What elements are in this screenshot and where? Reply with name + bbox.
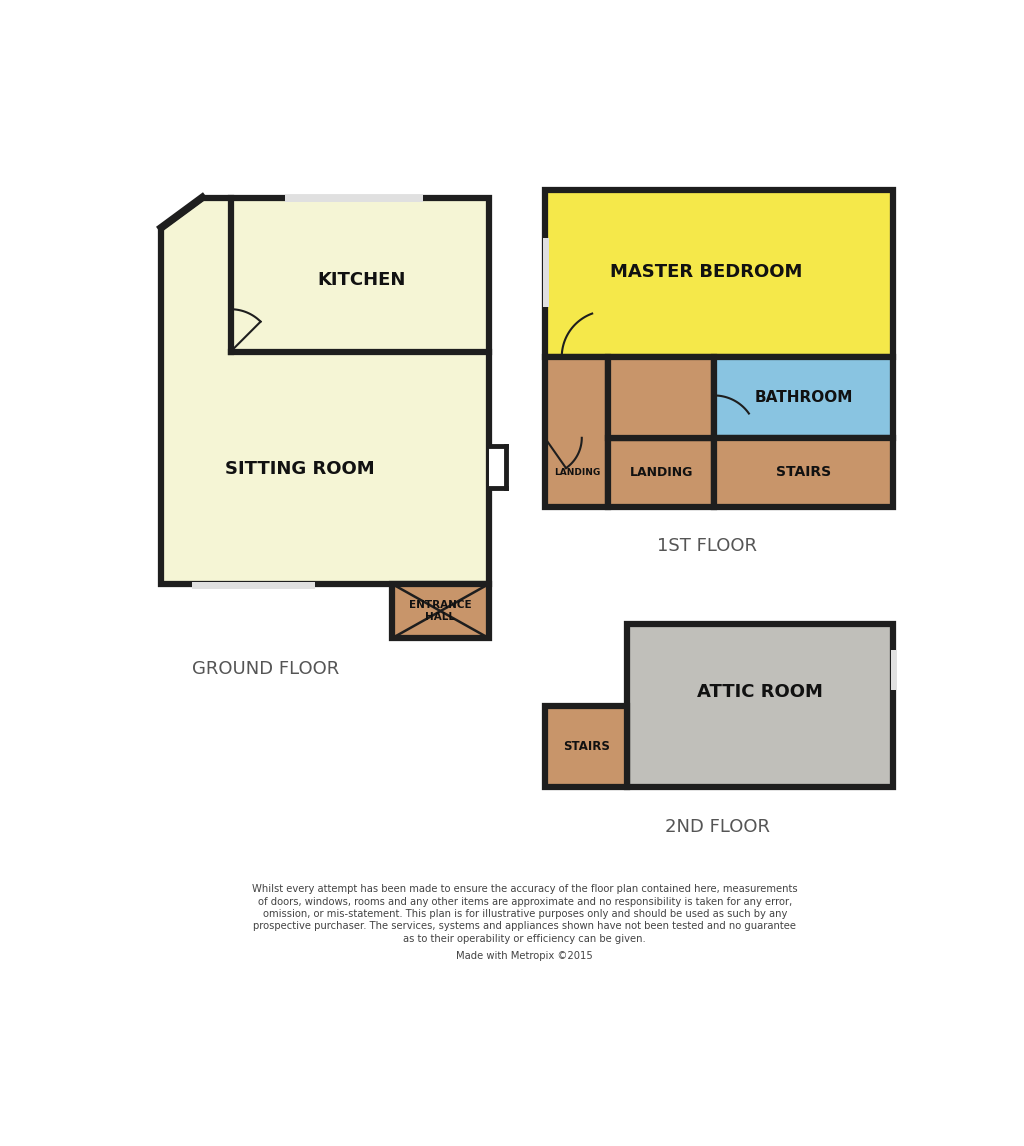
Text: LANDING: LANDING xyxy=(630,466,693,479)
Text: of doors, windows, rooms and any other items are approximate and no responsibili: of doors, windows, rooms and any other i… xyxy=(258,896,792,906)
Bar xyxy=(193,582,315,589)
Bar xyxy=(285,195,423,202)
Bar xyxy=(714,438,893,508)
Bar xyxy=(545,356,608,508)
Text: Whilst every attempt has been made to ensure the accuracy of the floor plan cont: Whilst every attempt has been made to en… xyxy=(252,885,798,894)
Bar xyxy=(392,584,488,638)
Text: Made with Metropix ©2015: Made with Metropix ©2015 xyxy=(457,951,593,960)
Bar xyxy=(488,446,506,488)
Text: ENTRANCE
HALL: ENTRANCE HALL xyxy=(409,601,471,622)
Text: prospective purchaser. The services, systems and appliances shown have not been : prospective purchaser. The services, sys… xyxy=(253,921,797,932)
Text: SITTING ROOM: SITTING ROOM xyxy=(225,460,375,478)
Bar xyxy=(608,438,714,508)
Text: omission, or mis-statement. This plan is for illustrative purposes only and shou: omission, or mis-statement. This plan is… xyxy=(262,909,787,919)
Bar xyxy=(891,650,897,690)
Bar xyxy=(608,356,714,438)
Text: 2ND FLOOR: 2ND FLOOR xyxy=(665,817,770,835)
Text: ATTIC ROOM: ATTIC ROOM xyxy=(697,683,823,701)
Text: KITCHEN: KITCHEN xyxy=(317,270,406,289)
Bar xyxy=(714,356,893,438)
Text: GROUND FLOOR: GROUND FLOOR xyxy=(191,660,339,677)
Bar xyxy=(628,625,893,786)
Bar xyxy=(545,706,628,786)
Text: MASTER BEDROOM: MASTER BEDROOM xyxy=(610,264,803,281)
Text: 1ST FLOOR: 1ST FLOOR xyxy=(656,536,757,555)
Polygon shape xyxy=(162,197,488,584)
Bar xyxy=(543,237,550,307)
Text: BATHROOM: BATHROOM xyxy=(755,390,853,405)
Text: LANDING: LANDING xyxy=(554,468,600,477)
Text: STAIRS: STAIRS xyxy=(563,740,610,753)
Polygon shape xyxy=(162,197,202,228)
Text: as to their operability or efficiency can be given.: as to their operability or efficiency ca… xyxy=(403,934,646,943)
Bar xyxy=(545,190,893,356)
Text: STAIRS: STAIRS xyxy=(776,465,831,479)
